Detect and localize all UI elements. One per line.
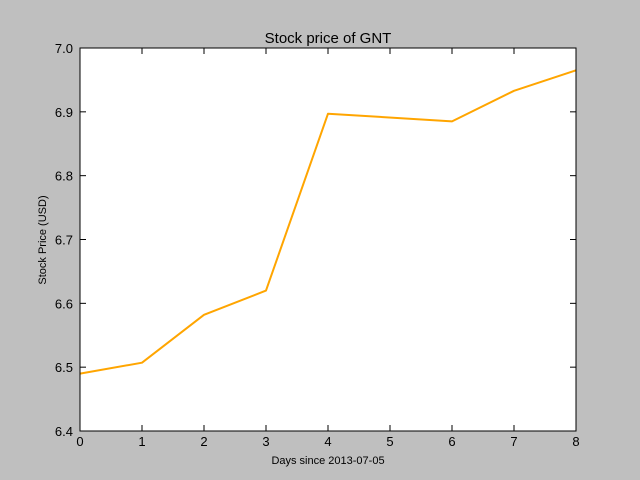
x-tick-label: 3 [262, 434, 269, 449]
y-tick-label: 6.7 [55, 233, 73, 248]
x-tick-label: 7 [510, 434, 517, 449]
plot-area [80, 48, 576, 431]
y-tick-label: 7.0 [55, 41, 73, 56]
x-tick-label: 0 [76, 434, 83, 449]
x-tick-label: 2 [200, 434, 207, 449]
y-tick-label: 6.9 [55, 105, 73, 120]
chart-title: Stock price of GNT [265, 30, 392, 47]
series-line [79, 69, 577, 375]
x-tick-label: 1 [138, 434, 145, 449]
y-tick-label: 6.6 [55, 296, 73, 311]
x-tick-label: 6 [448, 434, 455, 449]
x-tick-label: 8 [572, 434, 579, 449]
tick-labels: 0 1 2 3 4 5 6 7 8 6.4 6.5 6.6 6.7 6.8 6.9 7.0 [55, 41, 580, 449]
x-tick-label: 5 [386, 434, 393, 449]
y-axis-label: Stock Price (USD) [37, 195, 49, 284]
x-axis-label: Days since 2013-07-05 [271, 455, 384, 467]
x-tick-label: 4 [324, 434, 331, 449]
y-tick-label: 6.8 [55, 169, 73, 184]
plot-frame [79, 47, 577, 432]
y-tick-label: 6.4 [55, 424, 73, 439]
y-tick-label: 6.5 [55, 360, 73, 375]
